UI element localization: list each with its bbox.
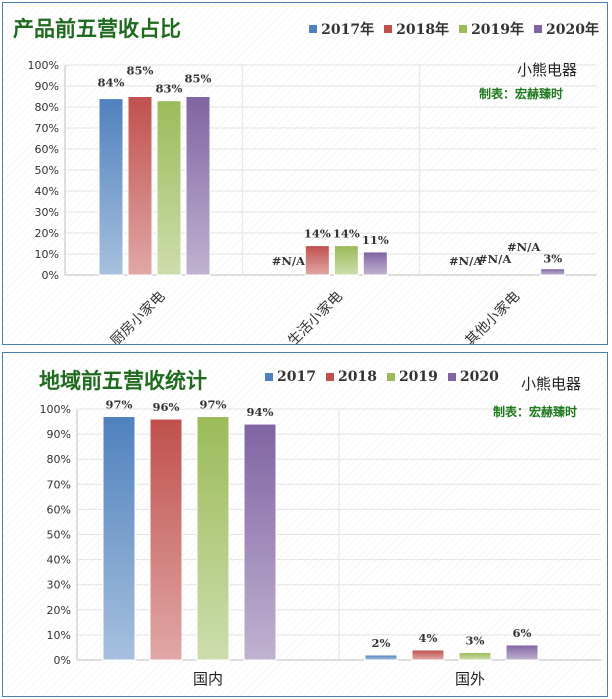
legend-swatch <box>309 25 318 33</box>
bar <box>185 96 211 276</box>
y-tick-label: 20% <box>35 227 59 240</box>
bar <box>102 416 136 661</box>
maker-credit: 制表：宏赫臻时 <box>493 405 578 419</box>
product-bar-chart: 0%10%20%30%40%50%60%70%80%90%100%84%85%8… <box>28 59 597 345</box>
y-tick-label: 60% <box>47 503 71 516</box>
data-label: #N/A <box>272 254 306 268</box>
category-label: 国外 <box>455 670 485 688</box>
bar <box>364 654 398 661</box>
y-tick-label: 50% <box>47 529 71 542</box>
category-label: 其他小家电 <box>462 288 524 345</box>
region-revenue-chart-panel: 地域前五营收统计 2017 2018 2019 2020 0% 10% 20% 30%… <box>2 352 608 697</box>
y-tick-label: 30% <box>47 579 71 592</box>
data-label: 94% <box>247 405 274 419</box>
region-bar-chart: 0% 10% 20% 30% 40% 50% 60% 70% 80% 90% 100% 97% 96% 9… <box>40 398 601 688</box>
data-label: 85% <box>127 64 154 78</box>
y-tick-label: 80% <box>47 453 71 466</box>
brand-label: 小熊电器 <box>517 61 578 79</box>
legend-item-2018: 2018年 <box>384 19 449 39</box>
category-label: 厨房小家电 <box>107 288 169 345</box>
y-tick-label: 80% <box>35 101 59 114</box>
legend-item-2019: 2019 <box>386 369 438 385</box>
legend-label: 2020 <box>459 369 499 385</box>
y-tick-label: 40% <box>47 554 71 567</box>
data-label: 3% <box>543 252 562 266</box>
data-label: 3% <box>466 633 485 647</box>
legend-swatch <box>265 373 273 381</box>
product-revenue-chart-panel: 产品前五营收占比 2017年 2018年 2019年 2020年 0% 10% 20… <box>2 2 608 345</box>
chart-title: 地域前五营收统计 <box>39 368 207 393</box>
data-label: #N/A <box>478 252 512 266</box>
y-tick-label: 10% <box>35 248 59 261</box>
y-tick-label: 60% <box>35 143 59 156</box>
legend-swatch <box>386 373 395 381</box>
brand-label: 小熊电器 <box>521 375 582 393</box>
legend-item-2017: 2017年 <box>309 19 374 39</box>
y-tick-label: 20% <box>47 604 71 617</box>
legend-item-2017: 2017 <box>265 369 316 385</box>
bar <box>333 245 359 276</box>
y-tick-label: 50% <box>35 164 59 177</box>
category-label: 生活小家电 <box>284 288 346 345</box>
legend-swatch <box>447 373 456 381</box>
legend-label: 2019 <box>398 369 438 385</box>
category-label: 国内 <box>193 670 223 688</box>
legend-label: 2017年 <box>321 22 375 38</box>
bar <box>243 423 277 661</box>
data-label: 83% <box>156 82 183 96</box>
y-tick-label: 0% <box>42 269 59 282</box>
data-label: 85% <box>185 72 212 86</box>
maker-credit: 制表：宏赫臻时 <box>479 87 564 101</box>
bar <box>505 644 539 661</box>
chart-legend: 2017 2018 2019 2020 <box>265 369 499 385</box>
legend-label: 2018 <box>337 369 377 385</box>
bar <box>540 268 566 276</box>
legend-item-2020: 2020年 <box>534 19 599 39</box>
y-tick-label: 90% <box>35 80 59 93</box>
chart-title: 产品前五营收占比 <box>13 16 181 41</box>
legend-label: 2020年 <box>546 22 599 38</box>
bar <box>149 418 183 661</box>
y-tick-label: 10% <box>47 629 71 642</box>
legend-swatch <box>534 25 543 33</box>
legend-swatch <box>459 25 468 33</box>
bar <box>458 651 492 661</box>
chart-legend: 2017年 2018年 2019年 2020年 <box>309 19 599 39</box>
data-label: 6% <box>513 626 532 640</box>
y-tick-label: 40% <box>35 185 59 198</box>
bar <box>98 98 124 276</box>
data-label: 11% <box>362 233 389 247</box>
data-label: 84% <box>98 76 125 90</box>
data-label: 4% <box>419 631 438 645</box>
y-tick-label: 0% <box>54 654 71 667</box>
data-label: 14% <box>333 227 360 241</box>
data-label: #N/A <box>507 240 541 254</box>
y-tick-label: 100% <box>40 403 71 416</box>
data-label: 97% <box>200 398 227 412</box>
y-tick-label: 90% <box>47 428 71 441</box>
bar <box>411 649 445 661</box>
legend-label: 2019年 <box>471 22 525 38</box>
bar <box>362 251 388 276</box>
data-label: 14% <box>304 227 331 241</box>
legend-swatch <box>325 373 334 381</box>
data-label: 96% <box>153 400 180 414</box>
y-tick-label: 100% <box>28 59 59 72</box>
bar <box>156 100 182 276</box>
legend-item-2020: 2020 <box>447 369 499 385</box>
data-label: #N/A <box>449 254 483 268</box>
legend-item-2019: 2019年 <box>459 19 524 39</box>
bar <box>127 96 153 276</box>
bar <box>196 416 230 661</box>
legend-label: 2017 <box>277 369 316 385</box>
bar <box>304 245 330 276</box>
legend-swatch <box>384 25 393 33</box>
legend-item-2018: 2018 <box>325 369 377 385</box>
data-label: 97% <box>106 398 133 412</box>
y-tick-label: 70% <box>35 122 59 135</box>
y-tick-label: 70% <box>47 478 71 491</box>
data-label: 2% <box>372 636 391 650</box>
y-tick-label: 30% <box>35 206 59 219</box>
legend-label: 2018年 <box>396 22 450 38</box>
